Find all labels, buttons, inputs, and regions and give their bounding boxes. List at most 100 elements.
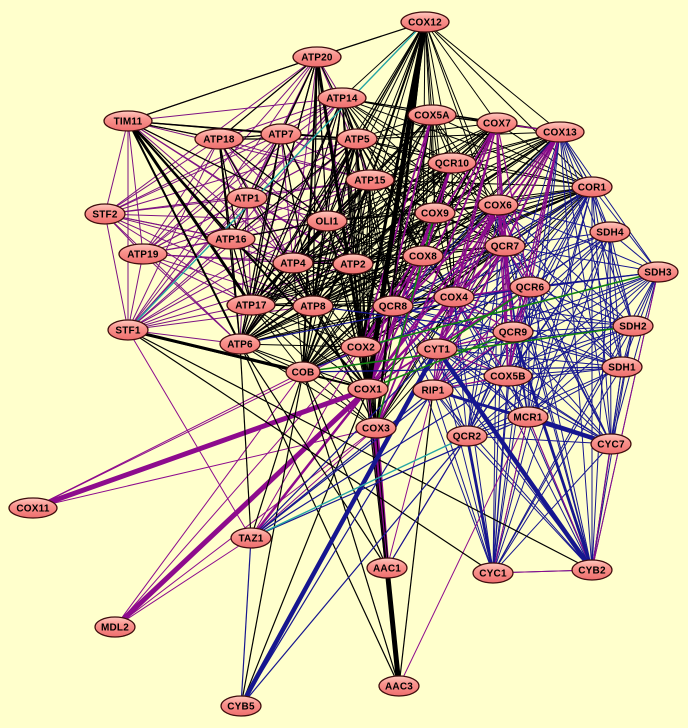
- node-shape-CYC7[interactable]: [590, 433, 632, 455]
- node-ATP16[interactable]: ATP16: [206, 228, 256, 250]
- node-shape-COX6[interactable]: [477, 194, 519, 216]
- node-shape-COX2[interactable]: [340, 336, 382, 358]
- node-shape-SDH2[interactable]: [612, 315, 654, 337]
- node-TIM11[interactable]: TIM11: [103, 110, 153, 132]
- node-QCR10[interactable]: QCR10: [427, 152, 477, 174]
- node-CYC7[interactable]: CYC7: [590, 433, 632, 455]
- node-SDH4[interactable]: SDH4: [589, 221, 631, 243]
- node-shape-SDH3[interactable]: [637, 261, 679, 283]
- node-COX4[interactable]: COX4: [433, 286, 475, 308]
- node-SDH3[interactable]: SDH3: [637, 261, 679, 283]
- node-COR1[interactable]: COR1: [571, 176, 613, 198]
- node-shape-STF2[interactable]: [84, 203, 126, 225]
- node-shape-COX11[interactable]: [8, 497, 58, 519]
- node-STF2[interactable]: STF2: [84, 203, 126, 225]
- node-ATP19[interactable]: ATP19: [118, 243, 168, 265]
- node-shape-MDL2[interactable]: [94, 616, 136, 638]
- node-CYT1[interactable]: CYT1: [416, 338, 458, 360]
- node-TAZ1[interactable]: TAZ1: [230, 527, 272, 549]
- node-shape-COX8[interactable]: [402, 245, 444, 267]
- node-COX12[interactable]: COX12: [400, 11, 450, 33]
- node-shape-ATP8[interactable]: [292, 295, 334, 317]
- node-shape-QCR6[interactable]: [509, 276, 551, 298]
- node-shape-SDH4[interactable]: [589, 221, 631, 243]
- node-CYB2[interactable]: CYB2: [571, 559, 613, 581]
- node-shape-CYC1[interactable]: [472, 562, 514, 584]
- node-QCR9[interactable]: QCR9: [492, 321, 534, 343]
- node-shape-COX3[interactable]: [355, 417, 397, 439]
- node-shape-QCR9[interactable]: [492, 321, 534, 343]
- node-shape-ATP14[interactable]: [317, 87, 367, 109]
- node-shape-CYB2[interactable]: [571, 559, 613, 581]
- node-shape-ATP18[interactable]: [194, 128, 244, 150]
- node-shape-ATP4[interactable]: [272, 252, 314, 274]
- node-shape-QCR10[interactable]: [427, 152, 477, 174]
- node-CYB5[interactable]: CYB5: [220, 695, 262, 717]
- node-shape-TIM11[interactable]: [103, 110, 153, 132]
- node-shape-COX5A[interactable]: [407, 104, 457, 126]
- node-shape-COX7[interactable]: [476, 112, 518, 134]
- node-shape-ATP15[interactable]: [345, 169, 395, 191]
- node-shape-COX13[interactable]: [535, 121, 585, 143]
- node-ATP18[interactable]: ATP18: [194, 128, 244, 150]
- node-AAC1[interactable]: AAC1: [366, 557, 408, 579]
- node-shape-COR1[interactable]: [571, 176, 613, 198]
- node-QCR7[interactable]: QCR7: [484, 235, 526, 257]
- node-COX5A[interactable]: COX5A: [407, 104, 457, 126]
- node-shape-SDH1[interactable]: [601, 356, 643, 378]
- node-QCR2[interactable]: QCR2: [446, 425, 488, 447]
- node-shape-COX1[interactable]: [347, 378, 389, 400]
- node-shape-QCR7[interactable]: [484, 235, 526, 257]
- node-shape-CYB5[interactable]: [220, 695, 262, 717]
- node-shape-ATP16[interactable]: [206, 228, 256, 250]
- node-ATP5[interactable]: ATP5: [336, 128, 378, 150]
- node-AAC3[interactable]: AAC3: [378, 675, 420, 697]
- node-ATP17[interactable]: ATP17: [226, 294, 276, 316]
- node-shape-ATP20[interactable]: [292, 46, 342, 68]
- node-COX13[interactable]: COX13: [535, 121, 585, 143]
- node-shape-OLI1[interactable]: [306, 210, 348, 232]
- node-COX11[interactable]: COX11: [8, 497, 58, 519]
- node-COX1[interactable]: COX1: [347, 378, 389, 400]
- node-shape-AAC3[interactable]: [378, 675, 420, 697]
- node-COB[interactable]: COB: [285, 361, 321, 383]
- node-CYC1[interactable]: CYC1: [472, 562, 514, 584]
- node-QCR8[interactable]: QCR8: [372, 295, 414, 317]
- node-STF1[interactable]: STF1: [107, 319, 149, 341]
- node-shape-COB[interactable]: [285, 361, 321, 383]
- node-COX6[interactable]: COX6: [477, 194, 519, 216]
- node-QCR6[interactable]: QCR6: [509, 276, 551, 298]
- node-RIP1[interactable]: RIP1: [412, 379, 454, 401]
- node-ATP8[interactable]: ATP8: [292, 295, 334, 317]
- node-shape-ATP1[interactable]: [226, 187, 268, 209]
- node-shape-COX12[interactable]: [400, 11, 450, 33]
- node-shape-STF1[interactable]: [107, 319, 149, 341]
- node-COX7[interactable]: COX7: [476, 112, 518, 134]
- node-MDL2[interactable]: MDL2: [94, 616, 136, 638]
- node-shape-ATP2[interactable]: [332, 253, 374, 275]
- node-shape-TAZ1[interactable]: [230, 527, 272, 549]
- node-ATP15[interactable]: ATP15: [345, 169, 395, 191]
- node-shape-COX4[interactable]: [433, 286, 475, 308]
- node-shape-CYT1[interactable]: [416, 338, 458, 360]
- node-shape-QCR2[interactable]: [446, 425, 488, 447]
- node-ATP1[interactable]: ATP1: [226, 187, 268, 209]
- node-ATP4[interactable]: ATP4: [272, 252, 314, 274]
- node-shape-COX5B[interactable]: [483, 365, 533, 387]
- node-COX5B[interactable]: COX5B: [483, 365, 533, 387]
- node-shape-COX9[interactable]: [414, 202, 456, 224]
- node-COX9[interactable]: COX9: [414, 202, 456, 224]
- node-ATP14[interactable]: ATP14: [317, 87, 367, 109]
- node-shape-ATP19[interactable]: [118, 243, 168, 265]
- node-SDH2[interactable]: SDH2: [612, 315, 654, 337]
- node-ATP7[interactable]: ATP7: [260, 123, 302, 145]
- node-ATP20[interactable]: ATP20: [292, 46, 342, 68]
- node-OLI1[interactable]: OLI1: [306, 210, 348, 232]
- node-SDH1[interactable]: SDH1: [601, 356, 643, 378]
- node-shape-ATP17[interactable]: [226, 294, 276, 316]
- node-shape-ATP6[interactable]: [219, 333, 261, 355]
- node-shape-ATP5[interactable]: [336, 128, 378, 150]
- node-COX3[interactable]: COX3: [355, 417, 397, 439]
- node-shape-RIP1[interactable]: [412, 379, 454, 401]
